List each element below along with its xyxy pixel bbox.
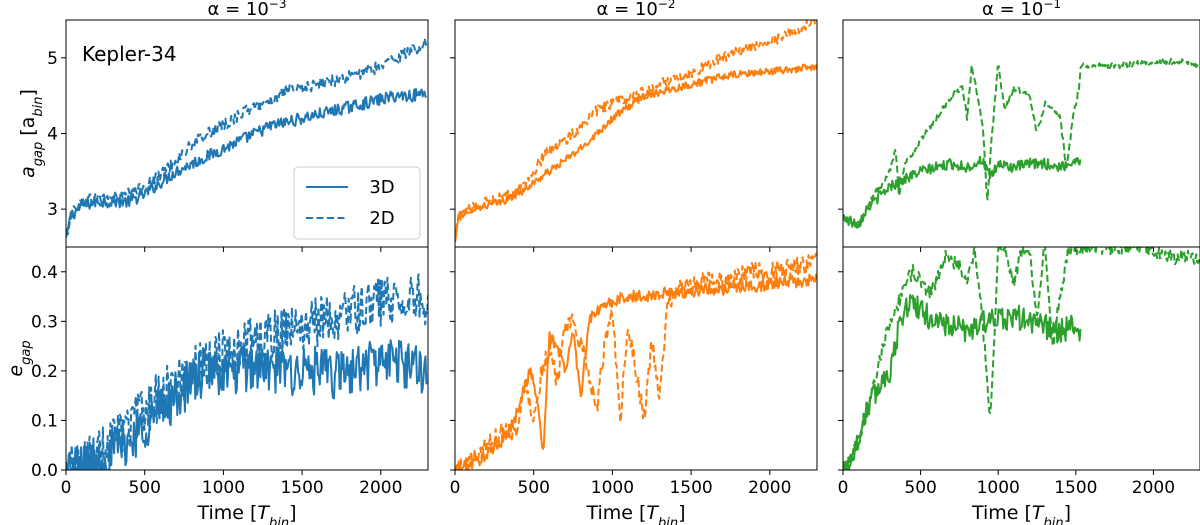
y-tick-label: 0.2 (31, 362, 58, 382)
y-tick-label: 5 (47, 49, 58, 69)
panel-1-1: 0 500 1000 1500 2000 (450, 246, 818, 498)
y-tick-label: 0.3 (31, 312, 58, 332)
series-2d-line (843, 247, 1200, 468)
y-tick-label: 3 (47, 200, 58, 220)
series-2d-line (66, 37, 428, 238)
series-2d-line (455, 20, 817, 242)
panel-0-2 (838, 19, 1200, 252)
x-tick-label: 1500 (1054, 478, 1097, 498)
x-tick-label: 0 (61, 478, 72, 498)
x-tick-label: 1000 (202, 478, 245, 498)
y-tick-label: 0.0 (31, 461, 58, 481)
axes-frame (454, 19, 818, 248)
x-tick-label: 0 (450, 478, 461, 498)
series-3d-line (66, 88, 428, 239)
x-tick-label: 1500 (280, 478, 323, 498)
legend-box (293, 166, 421, 240)
axes-frame (65, 246, 429, 471)
series-3d-line (455, 273, 817, 470)
axes-frame (842, 19, 1200, 248)
y-axis-label-egap: egap (5, 340, 34, 376)
series-2d-line (455, 252, 817, 470)
column-title-alpha: α = 10−3 (208, 0, 287, 20)
x-axis-label: Time [Tbin] (585, 502, 685, 525)
x-axis-label: Time [Tbin] (971, 502, 1071, 525)
x-tick-label: 1000 (591, 478, 634, 498)
column-title-alpha: α = 10−2 (597, 0, 676, 20)
y-tick-label: 4 (47, 125, 58, 145)
panel-1-0: 0.0 0.1 0.2 0.3 0.4 0 500 1000 1500 2000 (31, 246, 429, 498)
x-axis-label: Time [Tbin] (196, 502, 296, 525)
x-tick-label: 2000 (748, 478, 791, 498)
legend-label-2d: 2D (369, 208, 394, 229)
y-tick-label: 0.1 (31, 411, 58, 431)
x-tick-label: 500 (517, 478, 549, 498)
series-3d-line (843, 294, 1082, 470)
series-3d-line (843, 155, 1082, 229)
axes-frame (842, 246, 1200, 471)
y-tick-label: 0.4 (31, 263, 58, 283)
x-tick-label: 0 (838, 478, 849, 498)
x-tick-label: 1000 (977, 478, 1020, 498)
x-tick-label: 2000 (1132, 478, 1175, 498)
panel-0-1 (450, 19, 818, 252)
y-axis-label-agap: agap [abin] (17, 89, 46, 178)
x-tick-label: 500 (904, 478, 936, 498)
system-annotation: Kepler-34 (82, 42, 177, 66)
x-tick-label: 500 (128, 478, 160, 498)
legend-label-3d: 3D (369, 177, 394, 198)
column-title-alpha: α = 10−1 (982, 0, 1061, 20)
x-tick-label: 2000 (359, 478, 402, 498)
axes-frame (454, 246, 818, 471)
panel-1-2: 0 500 1000 1500 2000 (838, 246, 1200, 498)
series-2d-line (66, 273, 428, 470)
series-3d-line (66, 339, 428, 470)
series-2d-line (843, 57, 1200, 228)
x-tick-label: 1500 (669, 478, 712, 498)
